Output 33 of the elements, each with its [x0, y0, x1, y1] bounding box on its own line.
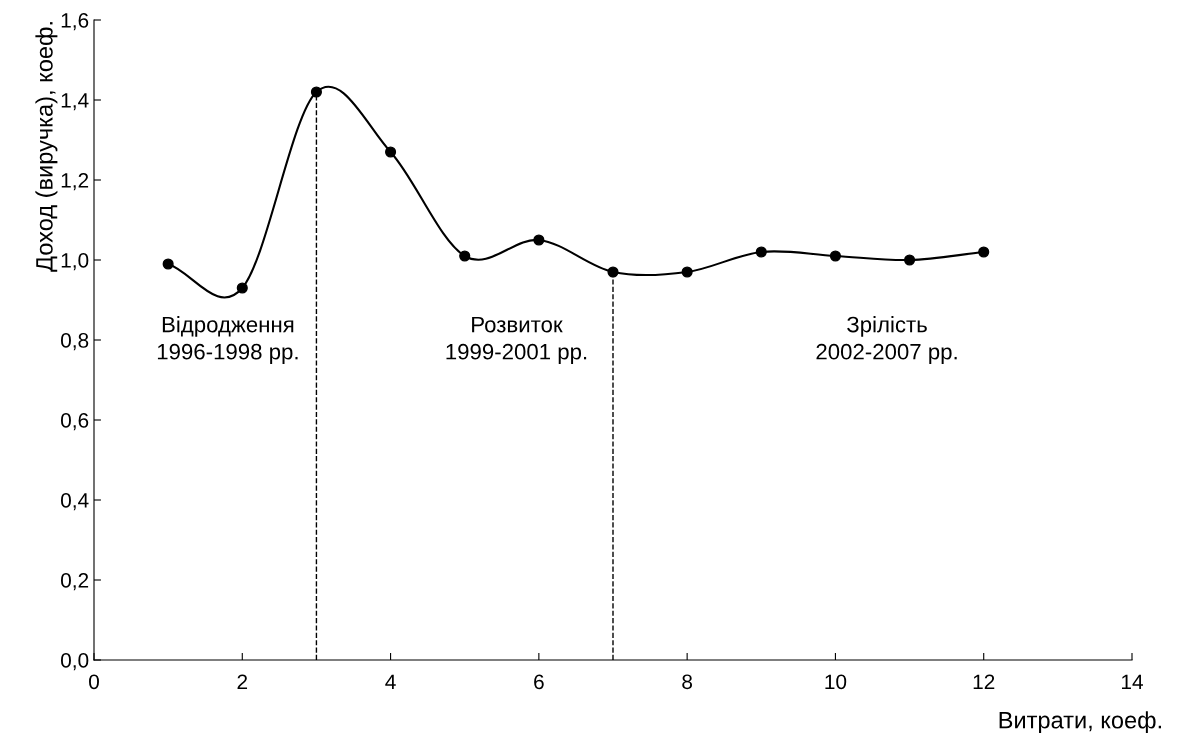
point	[681, 266, 693, 278]
point	[829, 250, 841, 262]
x-tick-label: 2	[237, 674, 248, 689]
x-tick-label: 14	[1122, 674, 1143, 689]
point	[236, 282, 248, 294]
point	[978, 246, 990, 258]
y-tick-label: 0,2	[60, 573, 89, 591]
annotation: Зрілість 2002-2007 рр.	[816, 316, 957, 364]
annotation: Розвиток 1999-2001 рр.	[446, 316, 587, 364]
y-tick-label: 1,4	[61, 93, 89, 111]
point	[755, 246, 767, 258]
x-tick-label: 12	[973, 674, 995, 689]
point	[459, 250, 471, 262]
y-tick-label: 0,4	[60, 493, 89, 511]
y-tick-label: 0,6	[60, 413, 89, 431]
y-tick-label: 1,2	[61, 173, 89, 191]
x-axis-title: Витрати, коеф.	[999, 711, 1161, 733]
x-tick-label: 10	[825, 674, 847, 690]
y-tick-label: 1,0	[61, 253, 89, 271]
point	[385, 146, 397, 158]
x-tick-label: 4	[385, 674, 396, 689]
point	[162, 258, 174, 270]
y-axis-title: Доход (виручка), коеф.	[35, 22, 58, 272]
point	[904, 254, 916, 266]
annotation: Відродження 1996-1998 рр.	[157, 316, 298, 364]
x-tick-label: 6	[534, 674, 544, 690]
y-tick-label: 0,0	[60, 653, 89, 671]
y-tick-label: 0,8	[60, 333, 89, 351]
point	[533, 234, 545, 246]
y-tick-label: 1,6	[61, 13, 89, 31]
x-tick-label: 8	[682, 674, 693, 690]
x-tick-label: 0	[89, 674, 99, 690]
point	[310, 86, 322, 98]
